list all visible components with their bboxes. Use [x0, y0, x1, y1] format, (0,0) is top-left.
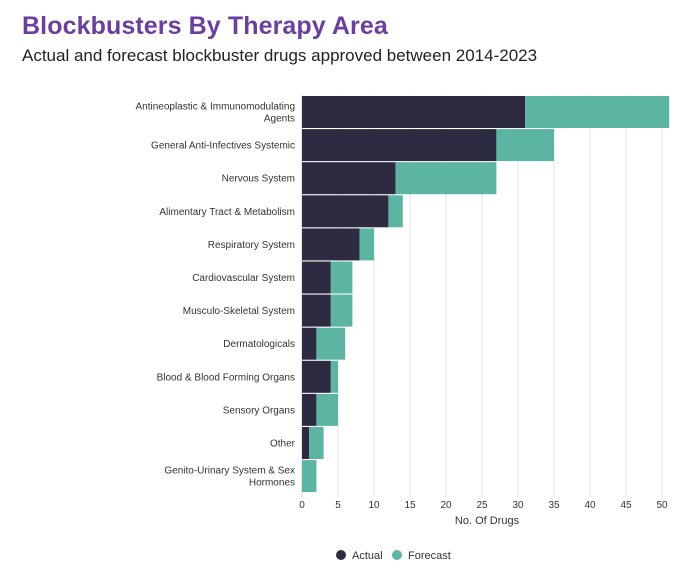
bar-actual-6	[302, 294, 331, 327]
bar-forecast-7	[316, 327, 346, 360]
bar-forecast-2	[395, 162, 497, 195]
bar-actual-1	[302, 129, 497, 162]
category-label-8: Blood & Blood Forming Organs	[157, 372, 295, 383]
bar-forecast-4	[359, 228, 374, 261]
x-tick-label-0: 0	[299, 500, 305, 511]
bar-actual-2	[302, 162, 396, 195]
bar-actual-0	[302, 96, 526, 128]
bar-forecast-1	[496, 129, 554, 162]
category-label-6: Musculo-Skeletal System	[183, 306, 295, 317]
bar-forecast-9	[316, 393, 338, 426]
x-tick-label-10: 10	[368, 500, 380, 511]
legend-actual-label: Actual	[352, 550, 383, 562]
category-label-10: Other	[270, 439, 296, 450]
bar-actual-7	[302, 327, 317, 360]
page-title: Blockbusters By Therapy Area	[22, 12, 388, 40]
legend-forecast-swatch	[392, 550, 402, 560]
x-axis-title: No. Of Drugs	[455, 515, 520, 527]
bar-forecast-8	[330, 360, 338, 393]
x-tick-label-15: 15	[404, 500, 416, 511]
category-label-0-line-0: Antineoplastic & Immunomodulating	[135, 102, 295, 113]
x-tick-label-5: 5	[335, 500, 341, 511]
legend-forecast-label: Forecast	[408, 550, 451, 562]
x-tick-label-20: 20	[440, 500, 452, 511]
category-label-7: Dermatologicals	[223, 339, 295, 350]
legend: Actual Forecast	[336, 550, 451, 562]
bar-forecast-10	[309, 427, 324, 459]
x-tick-label-25: 25	[476, 500, 488, 511]
bar-actual-5	[302, 261, 331, 294]
bar-actual-10	[302, 427, 310, 459]
category-label-2: Nervous System	[222, 174, 295, 185]
x-tick-label-35: 35	[548, 500, 560, 511]
bar-forecast-3	[388, 195, 403, 228]
x-tick-label-50: 50	[656, 500, 668, 511]
category-label-9: Sensory Organs	[223, 405, 295, 416]
bar-forecast-0	[525, 96, 670, 128]
x-tick-label-45: 45	[620, 500, 632, 511]
category-label-11-line-1: Hormones	[249, 478, 295, 489]
bar-actual-3	[302, 195, 389, 228]
legend-actual-swatch	[336, 550, 346, 560]
category-label-0-line-1: Agents	[264, 114, 295, 125]
x-tick-label-30: 30	[512, 500, 524, 511]
category-label-4: Respiratory System	[208, 240, 295, 251]
category-label-1: General Anti-Infectives Systemic	[151, 141, 295, 152]
bar-forecast-5	[330, 261, 353, 294]
category-label-11-line-0: Genito-Urinary System & Sex	[164, 466, 295, 477]
x-tick-label-40: 40	[584, 500, 596, 511]
x-axis: 0 5 10 15 20 25 30 35 40 45 50	[299, 500, 668, 511]
bar-actual-8	[302, 360, 331, 393]
page-subtitle: Actual and forecast blockbuster drugs ap…	[22, 46, 538, 65]
bars	[302, 96, 670, 493]
category-label-3: Alimentary Tract & Metabolism	[159, 207, 295, 218]
bar-forecast-6	[330, 294, 353, 327]
bar-forecast-11	[302, 460, 317, 493]
bar-actual-9	[302, 393, 317, 426]
category-label-5: Cardiovascular System	[192, 273, 295, 284]
bar-actual-4	[302, 228, 360, 261]
